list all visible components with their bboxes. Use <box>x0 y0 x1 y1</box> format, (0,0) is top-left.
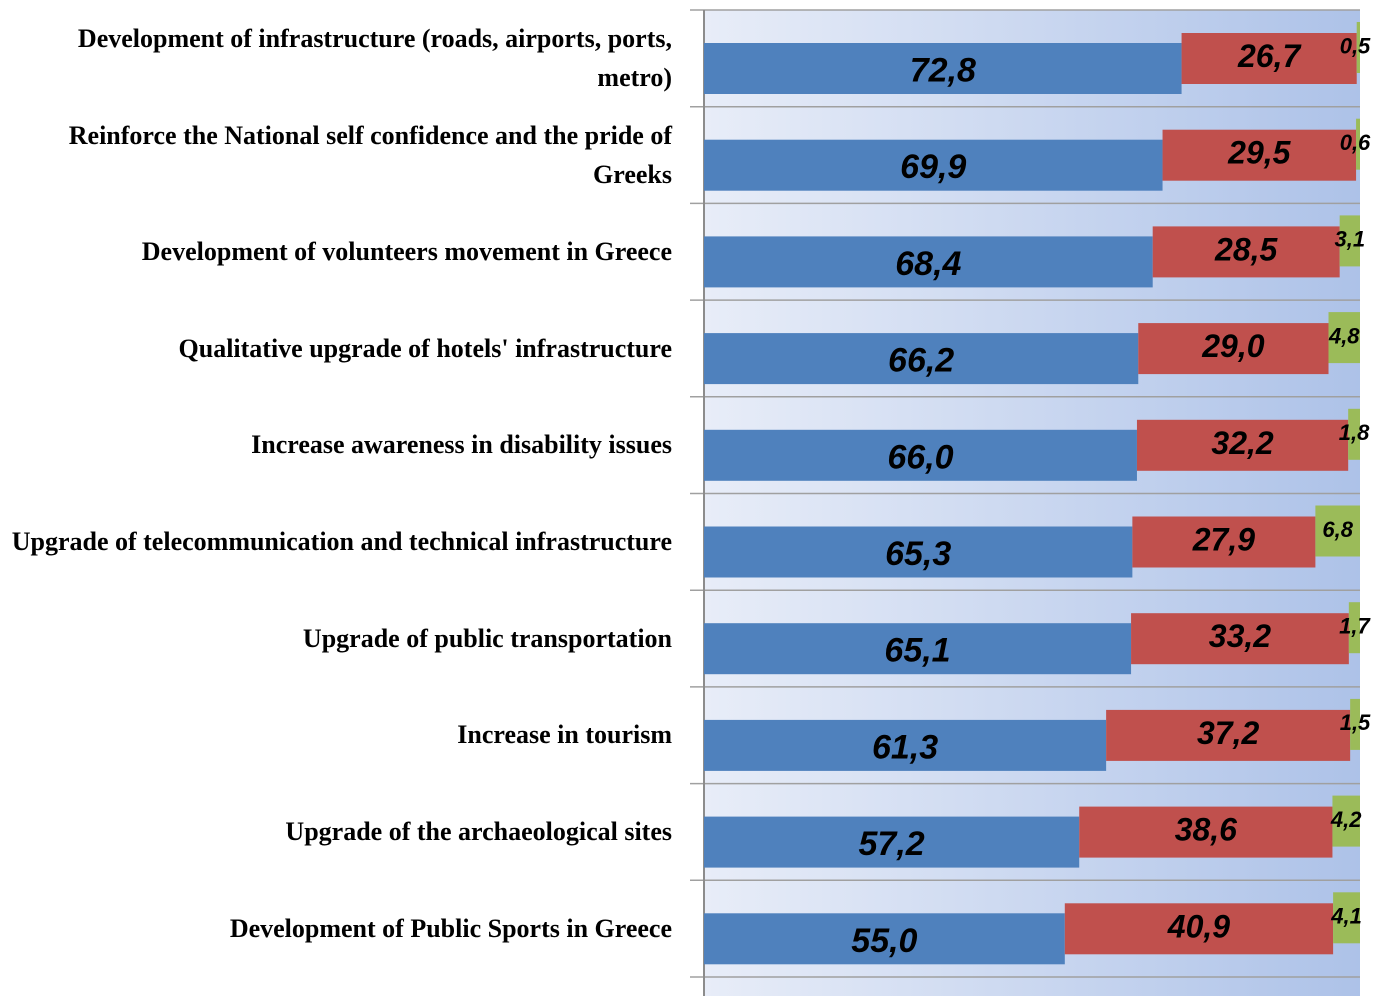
value-label: 28,5 <box>1214 231 1278 267</box>
category-label: Development of volunteers movement in Gr… <box>141 236 672 266</box>
category-label: Development of Public Sports in Greece <box>229 913 672 943</box>
value-label: 72,8 <box>910 51 976 89</box>
category-label: Increase awareness in disability issues <box>251 430 672 460</box>
bar-segment <box>1348 408 1360 460</box>
value-label: 1,8 <box>1339 420 1370 445</box>
bar-segment <box>1328 312 1360 364</box>
value-label: 40,9 <box>1167 908 1230 944</box>
value-label: 1,7 <box>1339 614 1371 639</box>
bar-segment <box>1152 226 1340 278</box>
bar-segment <box>1181 33 1357 84</box>
value-label: 29,5 <box>1227 135 1291 171</box>
bar-segment <box>1079 806 1333 858</box>
bar-segment <box>1332 795 1360 847</box>
bar-segment <box>1064 903 1334 955</box>
bar-segment <box>704 913 1065 965</box>
bar-segment <box>1350 698 1360 750</box>
bar-segment <box>1333 892 1360 944</box>
category-label: Upgrade of the archaeological sites <box>285 817 672 847</box>
value-label: 37,2 <box>1197 715 1259 751</box>
bar-segment <box>1162 129 1357 181</box>
value-label: 66,0 <box>887 438 953 476</box>
value-label: 4,2 <box>1330 807 1362 832</box>
bar-segment <box>704 719 1107 771</box>
bar-segment <box>1131 613 1349 665</box>
value-label: 4,1 <box>1330 904 1362 929</box>
value-label: 0,5 <box>1340 33 1371 58</box>
bar-segment <box>1132 516 1316 568</box>
value-label: 65,1 <box>884 632 950 670</box>
value-label: 55,0 <box>851 922 917 960</box>
bar-segment <box>1136 419 1349 471</box>
value-label: 0,6 <box>1340 130 1371 155</box>
value-label: 65,3 <box>885 535 951 573</box>
value-label: 38,6 <box>1175 812 1237 848</box>
value-label: 32,2 <box>1211 425 1273 461</box>
value-label: 4,8 <box>1328 323 1360 348</box>
category-label: Increase in tourism <box>457 720 672 750</box>
bar-segment <box>1315 505 1360 557</box>
value-label: 27,9 <box>1192 521 1255 557</box>
value-label: 69,9 <box>900 148 966 186</box>
category-label: Reinforce the National self confidence a… <box>68 120 672 189</box>
value-label: 61,3 <box>872 728 938 766</box>
value-label: 1,5 <box>1340 710 1371 735</box>
value-label: 29,0 <box>1201 328 1264 364</box>
category-label: Upgrade of public transportation <box>302 623 672 653</box>
bar-segment <box>704 429 1137 481</box>
value-label: 57,2 <box>859 825 925 863</box>
bar-segment <box>704 526 1133 578</box>
bar-segment <box>704 43 1182 94</box>
bar-segment <box>1348 602 1360 654</box>
category-label: Development of infrastructure (roads, ai… <box>77 24 672 92</box>
category-label: Qualitative upgrade of hotels' infrastru… <box>178 333 672 363</box>
bar-segment <box>704 236 1153 288</box>
bar-segment <box>1339 215 1360 267</box>
bar-segment <box>704 139 1163 191</box>
value-label: 26,7 <box>1237 38 1302 74</box>
bar-segment <box>704 816 1080 868</box>
value-label: 68,4 <box>895 245 961 283</box>
value-label: 66,2 <box>888 342 954 380</box>
bar-segment <box>1138 323 1329 375</box>
bar-segment <box>1356 22 1360 73</box>
value-label: 33,2 <box>1209 618 1271 654</box>
bar-segment <box>1356 118 1360 170</box>
value-label: 6,8 <box>1322 517 1353 542</box>
value-label: 3,1 <box>1335 227 1366 252</box>
bar-segment <box>704 333 1139 385</box>
bar-segment <box>1106 709 1351 761</box>
bar-segment <box>704 623 1132 675</box>
category-label: Upgrade of telecommunication and technic… <box>11 527 672 556</box>
